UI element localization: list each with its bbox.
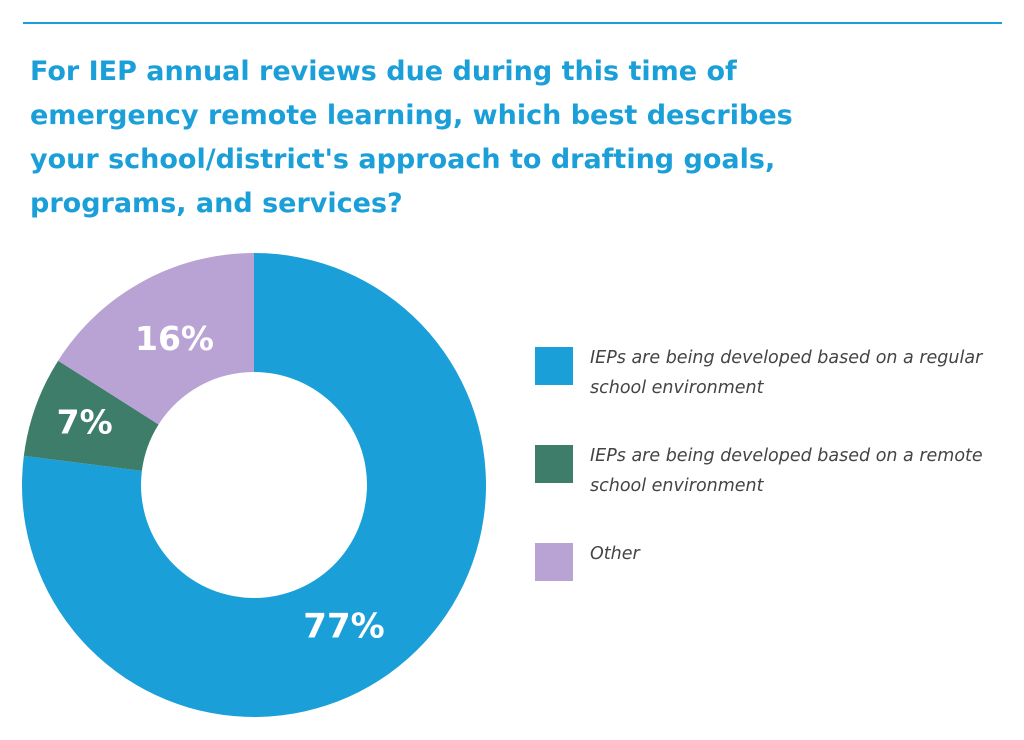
legend-swatch-remote [535,445,573,483]
chart-title: For IEP annual reviews due during this t… [30,56,793,219]
slice-other [58,253,254,425]
slice-label-other: 16% [135,319,214,358]
top-rule [23,22,1002,24]
slice-label-regular: 77% [303,607,384,647]
legend-label-remote: IEPs are being developed based on a remo… [590,446,983,496]
legend-swatch-other [535,543,573,581]
slice-remote [23,360,159,471]
legend-label-other: Other [590,544,640,564]
slice-label-remote: 7% [57,403,113,442]
slice-regular [21,253,486,717]
legend-swatch-regular [535,347,573,385]
legend-label-regular: IEPs are being developed based on a regu… [590,348,983,398]
